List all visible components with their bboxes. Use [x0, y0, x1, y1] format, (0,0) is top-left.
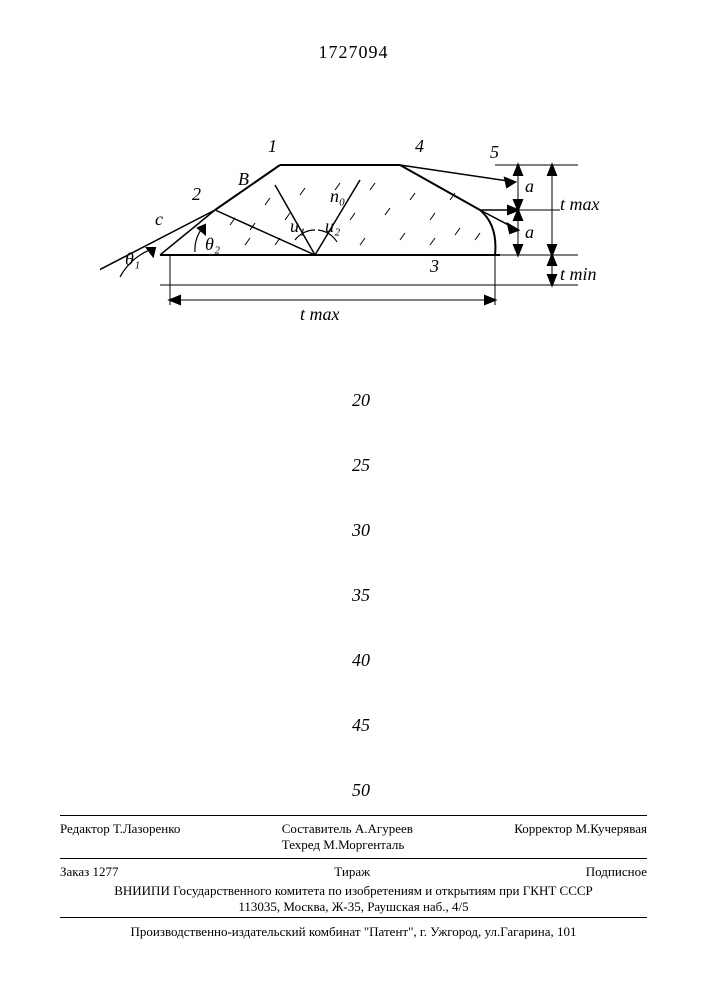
line-number-45: 45: [340, 715, 370, 736]
podpisnoe: Подписное: [586, 864, 647, 880]
label-theta1: θ₁: [125, 249, 140, 269]
label-tmax-v: t max: [560, 194, 600, 214]
order-number: Заказ 1277: [60, 864, 119, 880]
label-2: 2: [192, 184, 201, 204]
label-u2: u₂: [325, 216, 340, 236]
org-line2: 113035, Москва, Ж-35, Раушская наб., 4/5: [60, 899, 647, 915]
org-line1: ВНИИПИ Государственного комитета по изоб…: [60, 883, 647, 899]
line-number-40: 40: [340, 650, 370, 671]
line-number-50: 50: [340, 780, 370, 801]
label-theta2: θ₂: [205, 234, 220, 254]
page-number: 1727094: [319, 42, 389, 63]
label-u1: u₁: [290, 216, 305, 236]
label-n0: n₀: [330, 186, 345, 206]
corrector: Корректор М.Кучерявая: [514, 821, 647, 853]
label-4: 4: [415, 136, 424, 156]
label-tmin: t min: [560, 264, 597, 284]
footer-credits-row1: Редактор Т.Лазоренко Составитель А.Агуре…: [60, 818, 647, 856]
footer-bottom: Производственно-издательский комбинат "П…: [60, 920, 647, 940]
label-1: 1: [268, 136, 277, 156]
editor: Редактор Т.Лазоренко: [60, 821, 180, 853]
line-number-30: 30: [340, 520, 370, 541]
tirazh: Тираж: [334, 864, 370, 880]
label-5: 5: [490, 142, 499, 162]
label-3: 3: [429, 256, 439, 276]
label-B: В: [238, 169, 249, 189]
footer-order-row: Заказ 1277 Тираж Подписное: [60, 861, 647, 883]
line-number-35: 35: [340, 585, 370, 606]
footer: Редактор Т.Лазоренко Составитель А.Агуре…: [60, 813, 647, 940]
label-tmax-h: t max: [300, 304, 340, 324]
technical-figure: 1 2 3 4 5 В с θ₁ θ₂ u₁ u₂ n₀ a a t max t…: [100, 130, 620, 350]
label-a2: a: [525, 222, 534, 242]
compiler-tech: Составитель А.Агуреев Техред М.Моргентал…: [282, 821, 413, 853]
label-C: с: [155, 209, 163, 229]
label-a1: a: [525, 176, 534, 196]
line-number-20: 20: [340, 390, 370, 411]
line-number-25: 25: [340, 455, 370, 476]
